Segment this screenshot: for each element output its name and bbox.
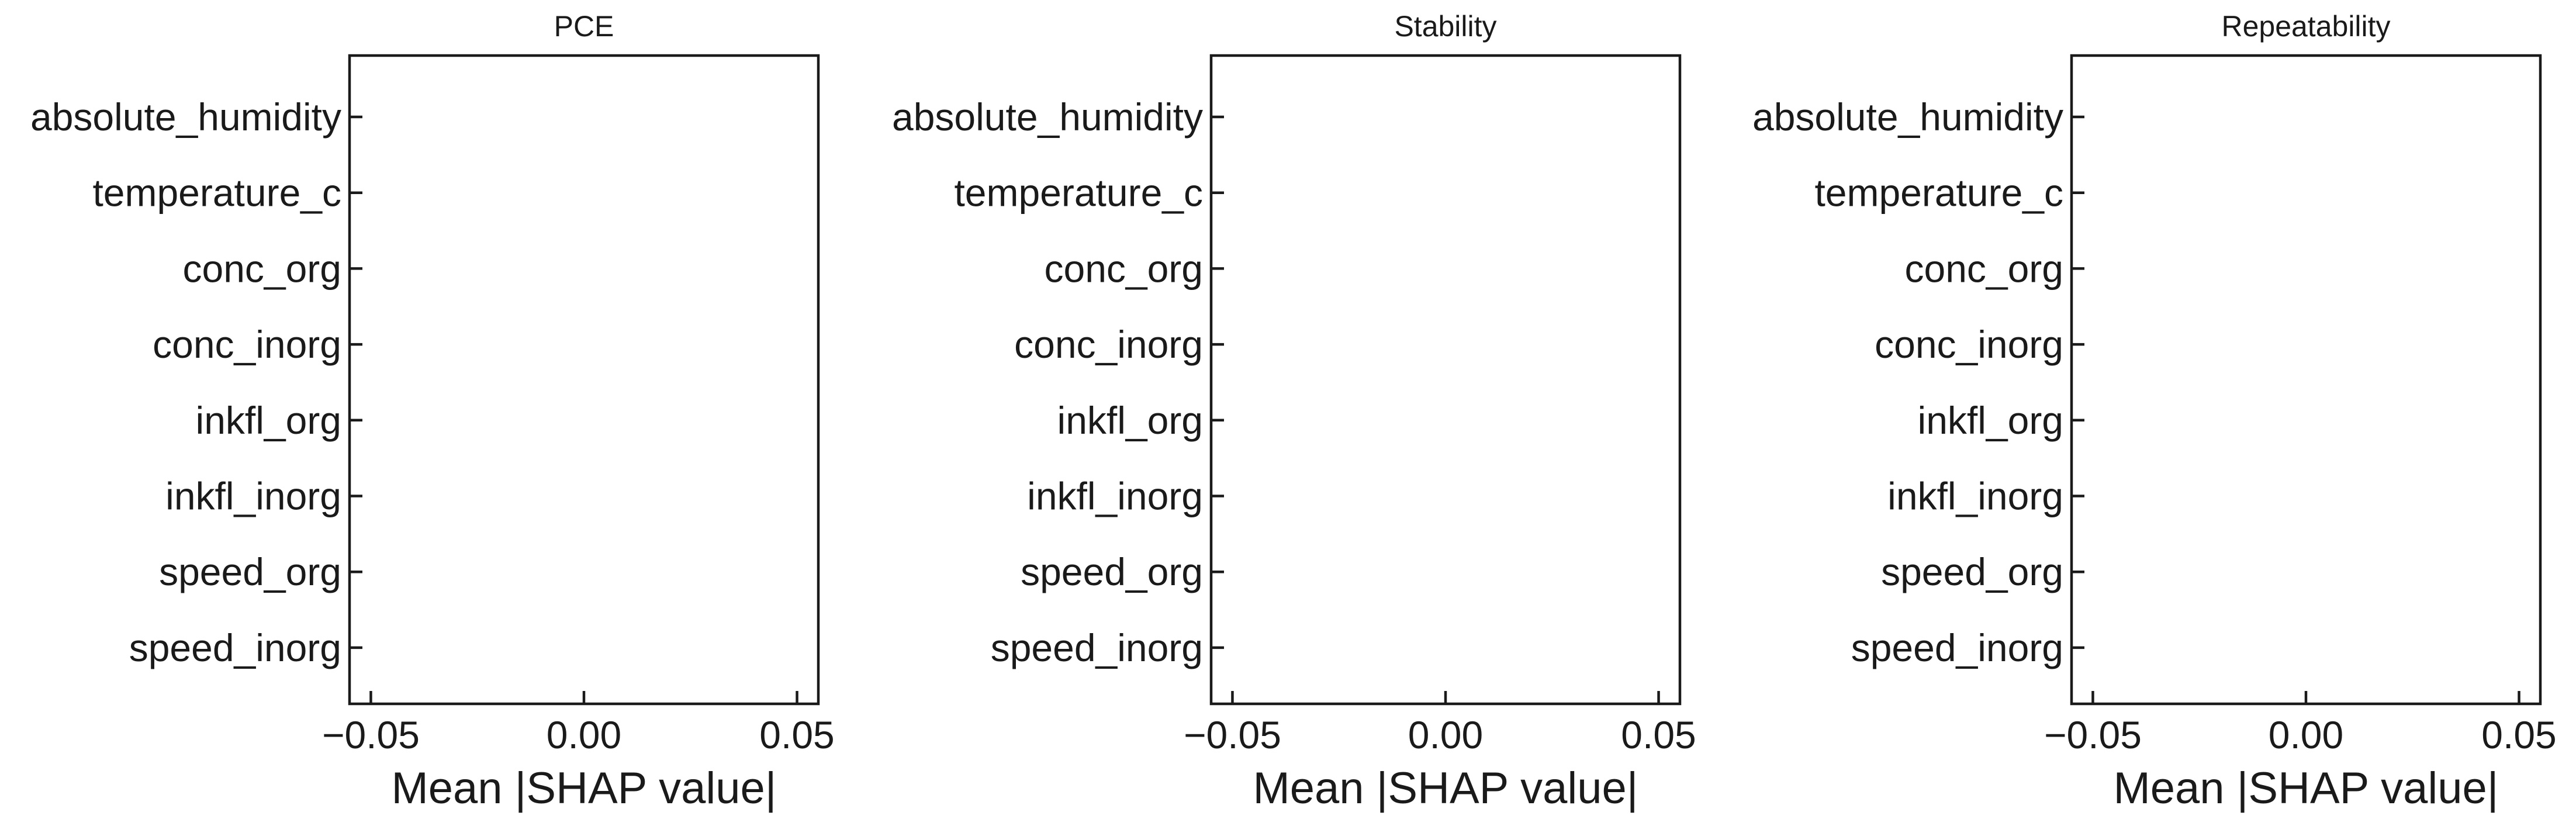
y-tick-label: inkfl_org (1057, 399, 1203, 442)
y-tick-label: conc_org (1904, 247, 2063, 290)
y-tick-label: absolute_humidity (892, 95, 1203, 139)
axes-frame (348, 54, 820, 706)
y-tick-label: conc_inorg (153, 323, 341, 366)
y-tick-label: conc_inorg (1875, 323, 2063, 366)
x-axis-label: Mean |SHAP value| (391, 763, 776, 813)
x-tick-label: 0.05 (1621, 713, 1696, 756)
y-tick-label: speed_inorg (1851, 626, 2063, 669)
x-tick-label: −0.05 (2044, 713, 2142, 756)
y-tick-label: temperature_c (954, 171, 1203, 215)
x-tick-label: −0.05 (322, 713, 420, 756)
y-tick-label: absolute_humidity (30, 95, 341, 139)
y-tick-label: absolute_humidity (1752, 95, 2063, 139)
y-tick-label: conc_inorg (1014, 323, 1203, 366)
panel-title: Repeatability (2221, 10, 2390, 43)
panel-title: Stability (1394, 10, 1496, 43)
axes-frame (1209, 54, 1682, 706)
x-tick-label: 0.05 (759, 713, 834, 756)
y-tick-label: speed_inorg (129, 626, 341, 669)
y-tick-label: conc_org (1044, 247, 1203, 290)
y-tick-label: inkfl_org (196, 399, 341, 442)
panel-title: PCE (554, 10, 614, 43)
axes-frame (2070, 54, 2542, 706)
panel-repeatability: Repeatability absolute_humidity temperatur… (1752, 10, 2557, 813)
x-tick-label: 0.00 (1408, 713, 1483, 756)
x-axis-label: Mean |SHAP value| (1253, 763, 1638, 813)
y-tick-label: temperature_c (92, 171, 341, 215)
y-tick-label: inkfl_inorg (1887, 475, 2063, 518)
y-tick-label: inkfl_inorg (1027, 475, 1203, 518)
y-tick-label: speed_org (1021, 550, 1203, 593)
y-tick-label: inkfl_inorg (165, 475, 341, 518)
panel-pce: PCE absolute_humidity temperature_c conc_or… (30, 10, 835, 813)
x-axis-label: Mean |SHAP value| (2113, 763, 2498, 813)
y-tick-label: temperature_c (1814, 171, 2063, 215)
y-tick-label: inkfl_org (1918, 399, 2063, 442)
y-tick-label: conc_org (182, 247, 341, 290)
y-tick-label: speed_inorg (991, 626, 1203, 669)
x-tick-label: −0.05 (1184, 713, 1281, 756)
x-tick-label: 0.00 (2269, 713, 2343, 756)
x-tick-label: 0.05 (2481, 713, 2556, 756)
x-tick-label: 0.00 (547, 713, 621, 756)
y-tick-label: speed_org (159, 550, 341, 593)
y-tick-label: speed_org (1881, 550, 2063, 593)
panel-stability: Stability absolute_humidity temperature_cc… (892, 10, 1696, 813)
